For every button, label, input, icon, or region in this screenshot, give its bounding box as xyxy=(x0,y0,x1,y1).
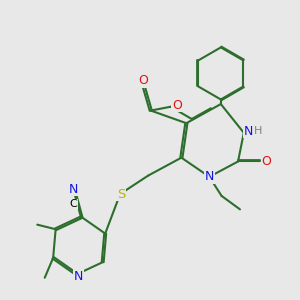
Text: O: O xyxy=(172,99,182,112)
Text: N: N xyxy=(205,170,214,183)
Text: O: O xyxy=(261,155,271,168)
Text: N: N xyxy=(69,183,78,196)
Text: N: N xyxy=(74,270,83,283)
Text: S: S xyxy=(117,188,125,200)
Text: N: N xyxy=(244,125,253,138)
Text: O: O xyxy=(138,74,148,87)
Text: H: H xyxy=(254,126,262,136)
Text: C: C xyxy=(70,200,77,209)
